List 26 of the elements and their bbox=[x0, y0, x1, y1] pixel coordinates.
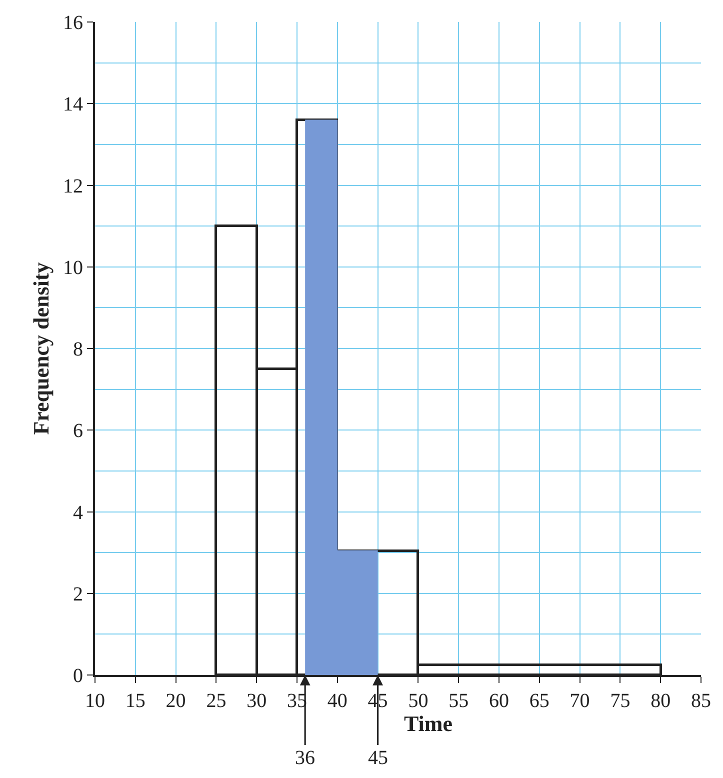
x-tick-label: 50 bbox=[408, 690, 428, 712]
x-tick-label: 65 bbox=[529, 690, 550, 712]
y-tick-label: 12 bbox=[63, 175, 83, 198]
x-tick-label: 15 bbox=[125, 690, 146, 712]
annotation: 45 bbox=[368, 747, 388, 769]
x-tick-label: 25 bbox=[206, 690, 226, 712]
y-axis-title: Frequency density bbox=[28, 262, 54, 435]
x-tick-label: 85 bbox=[691, 690, 711, 712]
x-tick-label: 30 bbox=[246, 690, 267, 712]
x-axis-title: Time bbox=[404, 711, 453, 736]
y-tick-label: 6 bbox=[73, 420, 83, 442]
x-tick-label: 80 bbox=[650, 690, 671, 712]
x-tick-label: 40 bbox=[327, 690, 348, 712]
x-tick-label: 20 bbox=[166, 690, 186, 712]
annotation: 36 bbox=[295, 747, 315, 769]
x-tick-label: 60 bbox=[489, 690, 509, 712]
y-tick-label: 10 bbox=[63, 256, 83, 279]
x-tick-label: 75 bbox=[610, 690, 630, 712]
x-tick-label: 70 bbox=[570, 690, 590, 712]
y-tick-label: 0 bbox=[73, 665, 83, 687]
y-tick-label: 4 bbox=[73, 502, 83, 524]
y-tick-label: 8 bbox=[73, 338, 83, 360]
y-tick-label: 14 bbox=[63, 94, 83, 116]
y-tick-label: 2 bbox=[73, 583, 83, 606]
y-tick-label: 16 bbox=[63, 12, 83, 34]
x-tick-label: 55 bbox=[448, 690, 469, 712]
